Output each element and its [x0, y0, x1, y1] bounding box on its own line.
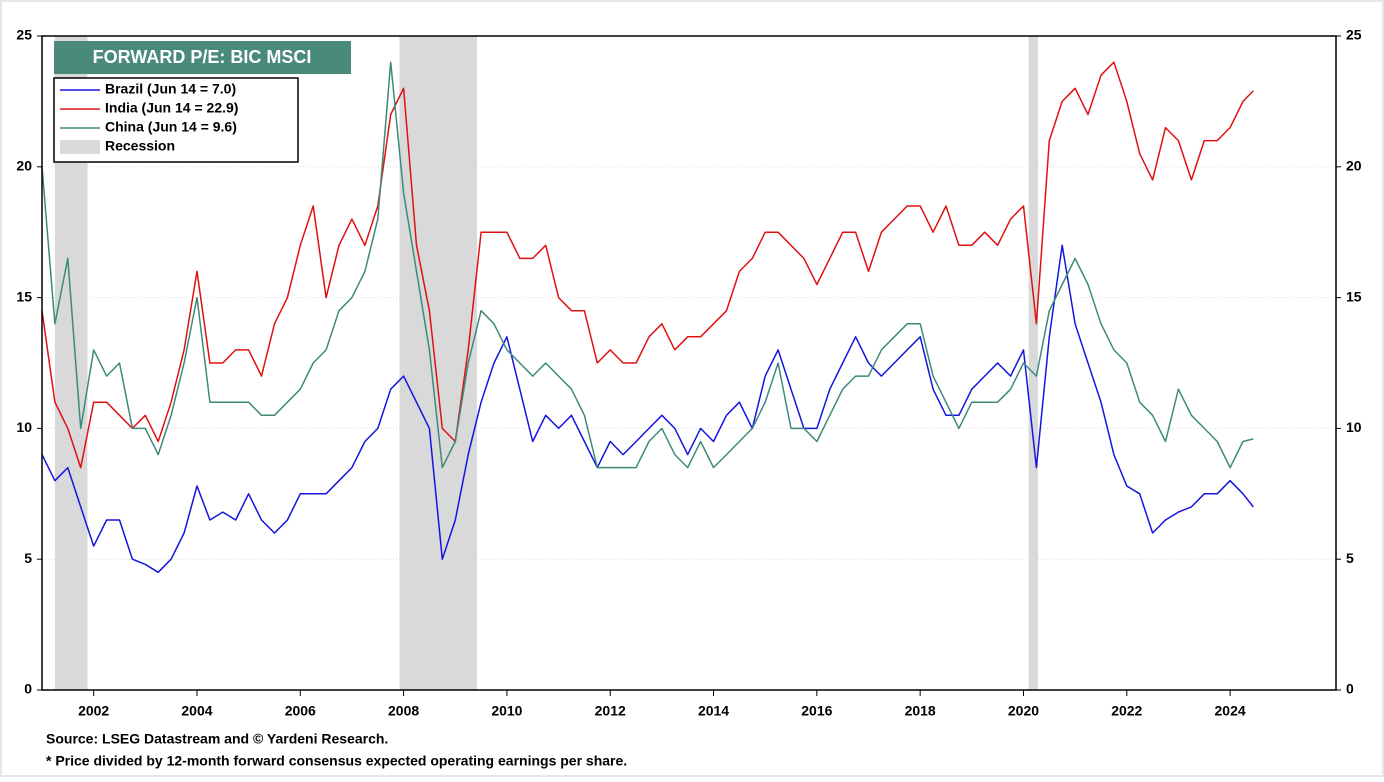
y-tick-label: 15	[16, 288, 32, 304]
y2-tick-label: 0	[1346, 681, 1354, 697]
legend-swatch	[60, 140, 100, 154]
series-line	[41, 61, 1254, 469]
legend-label: China (Jun 14 = 9.6)	[105, 119, 237, 135]
x-tick-label: 2010	[491, 703, 522, 719]
recession-band	[1028, 36, 1038, 690]
legend-label: Brazil (Jun 14 = 7.0)	[105, 81, 236, 97]
y2-tick-label: 5	[1346, 550, 1354, 566]
x-tick-label: 2012	[595, 703, 626, 719]
note: * Price divided by 12-month forward cons…	[46, 753, 627, 769]
series-line	[41, 61, 1254, 469]
note: Source: LSEG Datastream and © Yardeni Re…	[46, 731, 388, 747]
x-tick-label: 2020	[1008, 703, 1039, 719]
title-box	[54, 41, 351, 74]
x-tick-label: 2006	[285, 703, 316, 719]
x-tick-label: 2014	[698, 703, 729, 719]
legend-label: India (Jun 14 = 22.9)	[105, 100, 238, 116]
recession-band	[399, 36, 477, 690]
y2-tick-label: 15	[1346, 288, 1362, 304]
x-tick-label: 2004	[181, 703, 212, 719]
legend-label: Recession	[105, 138, 175, 154]
x-tick-label: 2024	[1215, 703, 1246, 719]
y-tick-label: 10	[16, 419, 32, 435]
x-tick-label: 2008	[388, 703, 419, 719]
y-tick-label: 5	[24, 550, 32, 566]
y2-tick-label: 10	[1346, 419, 1362, 435]
x-tick-label: 2018	[905, 703, 936, 719]
y-tick-label: 25	[16, 27, 32, 43]
y2-tick-label: 20	[1346, 158, 1362, 174]
chart-title: FORWARD P/E: BIC MSCI	[93, 47, 312, 67]
x-tick-label: 2002	[78, 703, 109, 719]
series-line	[41, 244, 1254, 574]
y2-tick-label: 25	[1346, 27, 1362, 43]
y-tick-label: 0	[24, 681, 32, 697]
y-tick-label: 20	[16, 158, 32, 174]
x-tick-label: 2016	[801, 703, 832, 719]
x-tick-label: 2022	[1111, 703, 1142, 719]
plot-border	[41, 35, 1337, 691]
